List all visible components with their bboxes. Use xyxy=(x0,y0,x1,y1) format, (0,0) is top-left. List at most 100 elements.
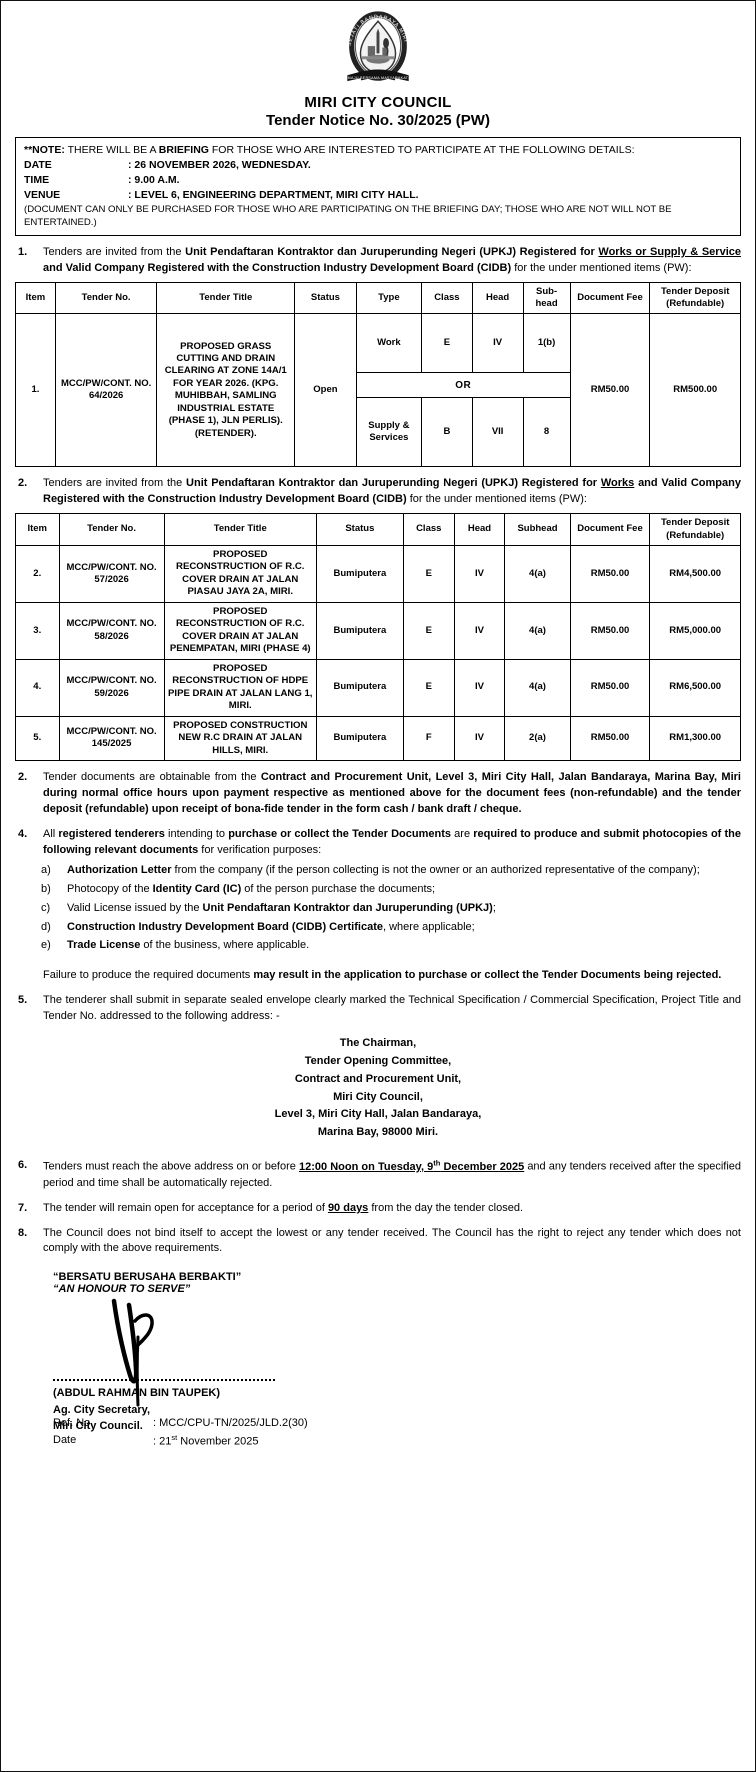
cell-head: IV xyxy=(453,658,506,717)
address-line: Contract and Procurement Unit, xyxy=(294,1072,462,1085)
cell-item: 2. xyxy=(15,544,60,603)
cell-document-fee: RM50.00 xyxy=(569,715,651,762)
motto-malay: “BERSATU BERUSAHA BERBAKTI” xyxy=(53,1271,242,1284)
failure-warning: Failure to produce the required document… xyxy=(15,968,741,984)
list-item: e) Trade License of the business, where … xyxy=(15,938,741,954)
cell-document-fee: RM50.00 xyxy=(569,658,651,717)
list-item-letter: d) xyxy=(41,920,51,933)
clause-6-number: 6. xyxy=(18,1159,28,1172)
reference-row: Ref. No. : MCC/CPU-TN/2025/JLD.2(30) xyxy=(53,1415,741,1432)
submission-address-block: The Chairman, Tender Opening Committee, … xyxy=(15,1035,741,1142)
cell-tender-deposit: RM6,500.00 xyxy=(649,658,741,717)
cell-tender-deposit: RM5,000.00 xyxy=(649,601,741,660)
cell-class-a: E xyxy=(421,313,473,374)
clause-4-text: All registered tenderers intending to pu… xyxy=(43,827,741,859)
clause-2a-b2: and Valid Company Registered with the Co… xyxy=(43,477,741,506)
th-item: Item xyxy=(15,513,60,546)
date-value-ordinal: st xyxy=(171,1432,178,1442)
clause-7-period: 90 days xyxy=(327,1201,369,1214)
th-head: Head xyxy=(471,281,524,315)
clause-8-number: 8. xyxy=(18,1226,28,1239)
table-row: 3. MCC/PW/CONT. NO. 58/2026 PROPOSED REC… xyxy=(15,601,741,660)
reference-block: Ref. No. : MCC/CPU-TN/2025/JLD.2(30) Dat… xyxy=(15,1415,741,1450)
cell-tender-title: PROPOSED CONSTRUCTION NEW R.C DRAIN AT J… xyxy=(163,715,317,762)
clause-4-t4: for verification purposes: xyxy=(198,843,322,856)
th-item: Item xyxy=(15,281,56,315)
th-tender-deposit: Tender Deposit (Refundable) xyxy=(649,281,741,315)
clause-1-b1: Unit Pendaftaran Kontraktor dan Juruperu… xyxy=(185,245,599,258)
th-head: Head xyxy=(453,513,506,546)
list-item-lead: Photocopy of the xyxy=(67,882,153,895)
cell-document-fee: RM50.00 xyxy=(569,601,651,660)
cell-tender-deposit: RM500.00 xyxy=(649,313,741,468)
briefing-time-value: : 9.00 A.M. xyxy=(128,173,180,186)
clause-4-b1: registered tenderers xyxy=(58,827,165,840)
list-item-bold: Unit Pendaftaran Kontraktor dan Juruperu… xyxy=(202,901,493,914)
reference-value: : MCC/CPU-TN/2025/JLD.2(30) xyxy=(153,1417,308,1430)
clause-4-t3: are xyxy=(451,827,474,840)
clause-2b-text: Tender documents are obtainable from the… xyxy=(43,770,741,818)
failure-warning-b1: may result in the application to purchas… xyxy=(253,969,722,982)
cell-subhead: 4(a) xyxy=(504,544,571,603)
clause-2a-t1: Tenders are invited from the xyxy=(43,477,187,490)
th-subhead: Subhead xyxy=(504,513,571,546)
list-item-text: Trade License of the business, where app… xyxy=(67,938,741,954)
list-item-text: Construction Industry Development Board … xyxy=(67,920,741,936)
list-item-bold: Trade License xyxy=(67,939,141,952)
signer-organization: Miri City Council. xyxy=(53,1419,143,1432)
organization-name: MIRI CITY COUNCIL xyxy=(304,94,452,111)
list-item: b) Photocopy of the Identity Card (IC) o… xyxy=(15,882,741,898)
th-document-fee: Document Fee xyxy=(569,513,651,546)
list-item-rest: of the person purchase the documents; xyxy=(241,882,436,895)
clause-4-number: 4. xyxy=(18,827,28,840)
cell-document-fee: RM50.00 xyxy=(569,544,651,603)
clause-4-b3: required to produce and submit photocopi… xyxy=(43,827,741,856)
cell-type-a: Work xyxy=(355,313,423,374)
svg-text:MAJU BERSAMA MASYARAKAT: MAJU BERSAMA MASYARAKAT xyxy=(348,76,409,80)
th-type: Type xyxy=(355,281,423,315)
list-item-rest: ; xyxy=(492,901,496,914)
list-item-text: Authorization Letter from the company (i… xyxy=(67,863,741,879)
clause-2b-number: 2. xyxy=(18,771,28,783)
th-tender-title: Tender Title xyxy=(163,513,317,546)
list-item: d) Construction Industry Development Boa… xyxy=(15,920,741,936)
briefing-time-row: TIME : 9.00 A.M. xyxy=(24,173,732,188)
th-tender-title: Tender Title xyxy=(156,281,296,315)
clause-4-b2: purchase or collect the Tender Documents xyxy=(228,827,451,840)
cell-tender-title: PROPOSED GRASS CUTTING AND DRAIN CLEARIN… xyxy=(156,313,296,468)
note-prefix: **NOTE: xyxy=(24,144,65,156)
clause-6-deadline-month: December 2025 xyxy=(440,1160,525,1173)
council-motto: “BERSATU BERUSAHA BERBAKTI” “AN HONOUR T… xyxy=(15,1271,741,1295)
clause-1-t1: Tenders are invited from the xyxy=(43,245,186,258)
clause-8: 8. The Council does not bind itself to a… xyxy=(15,1226,741,1258)
cell-class: E xyxy=(402,544,455,603)
tender-table-works-or-supply: Item Tender No. Tender Title Status Type… xyxy=(15,281,741,468)
cell-subhead: 2(a) xyxy=(504,715,571,762)
cell-tender-no: MCC/PW/CONT. NO. 64/2026 xyxy=(54,313,158,468)
failure-warning-text: Failure to produce the required document… xyxy=(43,968,741,984)
note-headline-bold: BRIEFING xyxy=(158,144,209,156)
cell-tender-title: PROPOSED RECONSTRUCTION OF R.C. COVER DR… xyxy=(163,544,317,603)
briefing-venue-value: : LEVEL 6, ENGINEERING DEPARTMENT, MIRI … xyxy=(128,188,419,201)
clause-2a-number: 2. xyxy=(18,477,28,490)
clause-8-text: The Council does not bind itself to acce… xyxy=(43,1226,741,1255)
address-line: Level 3, Miri City Hall, Jalan Bandaraya… xyxy=(274,1108,482,1121)
th-tender-no: Tender No. xyxy=(54,281,158,315)
th-document-fee: Document Fee xyxy=(569,281,651,315)
list-item-letter: e) xyxy=(41,939,51,952)
cell-type-b: Supply & Services xyxy=(355,397,423,468)
clause-7-text: The tender will remain open for acceptan… xyxy=(43,1201,741,1217)
date-value-pre: : 21 xyxy=(153,1435,172,1448)
list-item-lead: Valid License issued by the xyxy=(67,901,203,914)
briefing-venue-row: VENUE : LEVEL 6, ENGINEERING DEPARTMENT,… xyxy=(24,188,732,203)
address-line: Miri City Council, xyxy=(333,1090,423,1103)
clause-5: 5. The tenderer shall submit in separate… xyxy=(15,993,741,1025)
list-item-bold: Identity Card (IC) xyxy=(152,882,242,895)
signer-name: (ABDUL RAHMAN BIN TAUPEK) xyxy=(53,1387,221,1400)
clause-4: 4. All registered tenderers intending to… xyxy=(15,827,741,859)
clause-5-number: 5. xyxy=(18,994,28,1007)
clause-6-t2: and any tenders received after the speci… xyxy=(43,1160,741,1189)
th-class: Class xyxy=(402,513,455,546)
list-item-letter: b) xyxy=(41,882,51,895)
cell-head: IV xyxy=(453,601,506,660)
